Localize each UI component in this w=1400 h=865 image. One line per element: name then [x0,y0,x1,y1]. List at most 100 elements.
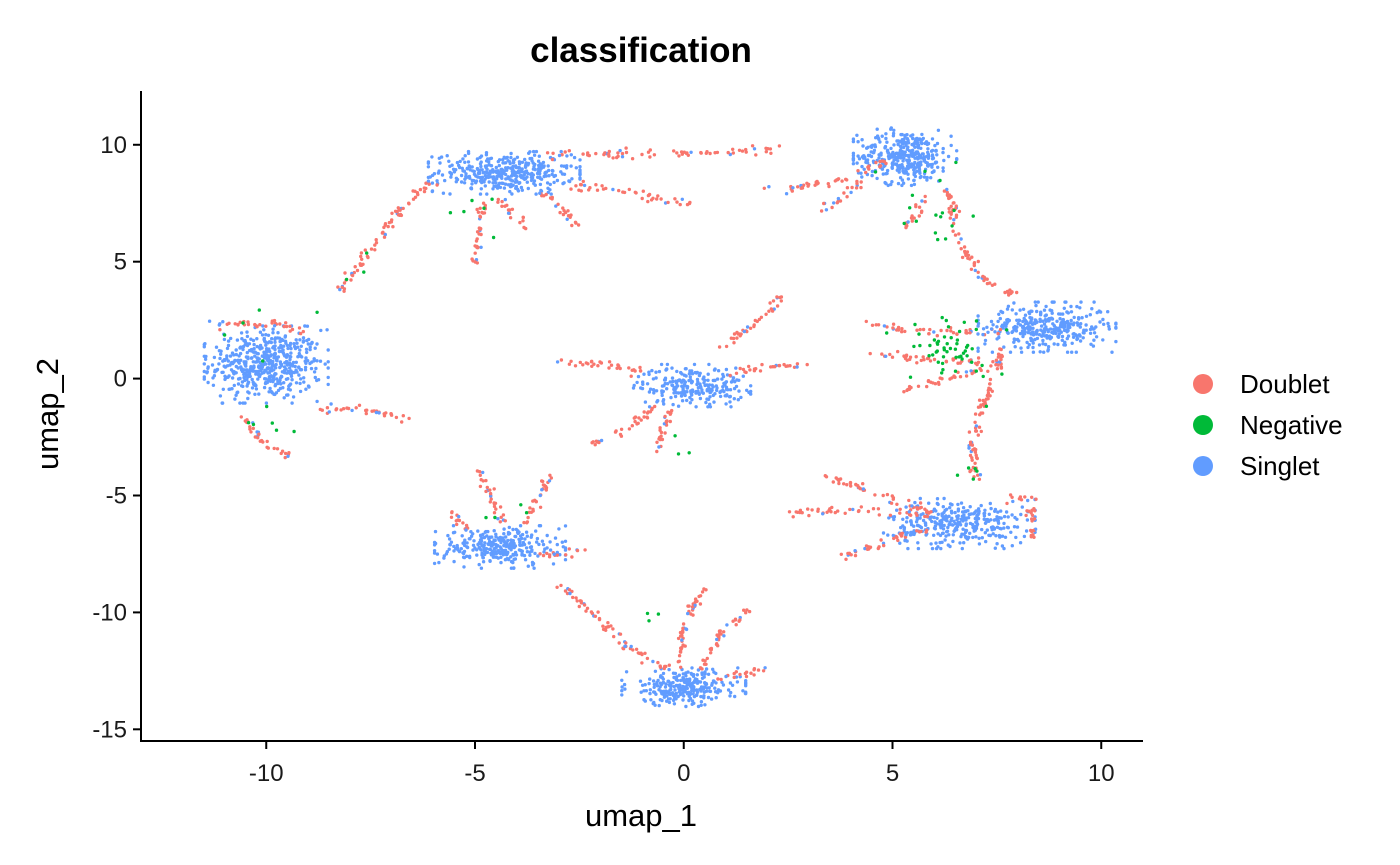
doublet-point [764,150,768,154]
singlet-point [518,540,522,544]
singlet-point [642,698,646,702]
singlet-point [724,380,729,384]
singlet-point [708,689,713,694]
singlet-point [298,338,302,342]
singlet-point [494,181,498,185]
doublet-point [974,453,978,457]
singlet-point [902,527,906,532]
singlet-point [902,156,906,160]
doublet-point [906,220,910,224]
singlet-point [906,161,910,165]
singlet-point [1034,330,1038,334]
singlet-point [926,142,931,146]
singlet-point [262,337,266,342]
singlet-point [950,511,954,515]
doublet-point [739,332,743,336]
doublet-point [905,388,909,393]
doublet-point [540,479,544,483]
singlet-point [281,338,285,343]
singlet-point [288,361,292,365]
singlet-point [851,139,856,144]
singlet-point [974,535,978,539]
singlet-point [229,361,233,365]
singlet-point [286,393,290,397]
singlet-point [977,536,981,540]
doublet-point [357,403,362,407]
doublet-point [251,426,255,431]
singlet-point [918,524,922,529]
singlet-point [221,387,225,391]
doublet-point [732,341,736,345]
singlet-point [274,362,278,367]
singlet-point [436,171,441,175]
singlet-point [1062,343,1066,347]
singlet-point [955,522,960,526]
negative-point [470,198,474,203]
singlet-point [483,184,487,188]
singlet-point [706,378,710,382]
negative-point [490,197,494,201]
singlet-point [272,368,276,372]
singlet-point [578,171,582,175]
singlet-point [1031,350,1036,354]
doublet-point [246,320,250,324]
doublet-point [868,351,872,356]
singlet-point [924,160,928,164]
singlet-point [294,360,298,364]
singlet-point [1020,505,1024,509]
doublet-point [574,596,578,600]
singlet-point [524,546,529,550]
doublet-point [747,609,752,614]
singlet-point [702,375,706,379]
singlet-point [713,686,717,690]
singlet-point [245,342,249,346]
singlet-point [517,160,522,164]
singlet-point [489,544,494,548]
singlet-point [219,352,223,356]
singlet-point [269,389,273,394]
singlet-point [1023,313,1028,317]
singlet-point [514,184,519,189]
doublet-point [891,326,895,330]
singlet-point [487,180,491,184]
singlet-point [497,173,502,177]
singlet-point [1042,350,1046,354]
singlet-point [524,530,529,534]
doublet-point [995,367,1000,371]
doublet-point [320,408,324,412]
doublet-point [702,662,707,666]
doublet-point [571,595,575,600]
singlet-point [272,356,276,360]
singlet-point [502,170,506,174]
doublet-point [919,358,923,363]
singlet-point [681,672,685,676]
doublet-point [705,656,709,661]
doublet-point [925,510,929,514]
doublet-point [734,670,738,674]
y-axis-title: umap_2 [30,358,65,470]
singlet-point [1012,301,1016,305]
doublet-point [833,510,837,515]
doublet-point [664,420,669,424]
doublet-point [583,548,587,552]
singlet-point [1056,335,1061,339]
singlet-point [241,347,245,352]
singlet-point [635,380,639,385]
singlet-point [1013,515,1017,520]
singlet-point [1006,304,1011,308]
singlet-point [696,380,700,384]
singlet-point [704,681,708,686]
singlet-point [269,340,273,345]
singlet-point [671,379,675,384]
singlet-point [712,400,716,404]
singlet-point [955,157,959,161]
doublet-point [735,336,739,340]
doublet-point [1010,495,1014,499]
doublet-point [646,150,651,154]
singlet-point [683,685,687,689]
singlet-point [451,524,456,528]
singlet-point [703,703,707,707]
doublet-point [668,410,672,415]
singlet-point [950,503,954,507]
singlet-point [951,539,955,544]
